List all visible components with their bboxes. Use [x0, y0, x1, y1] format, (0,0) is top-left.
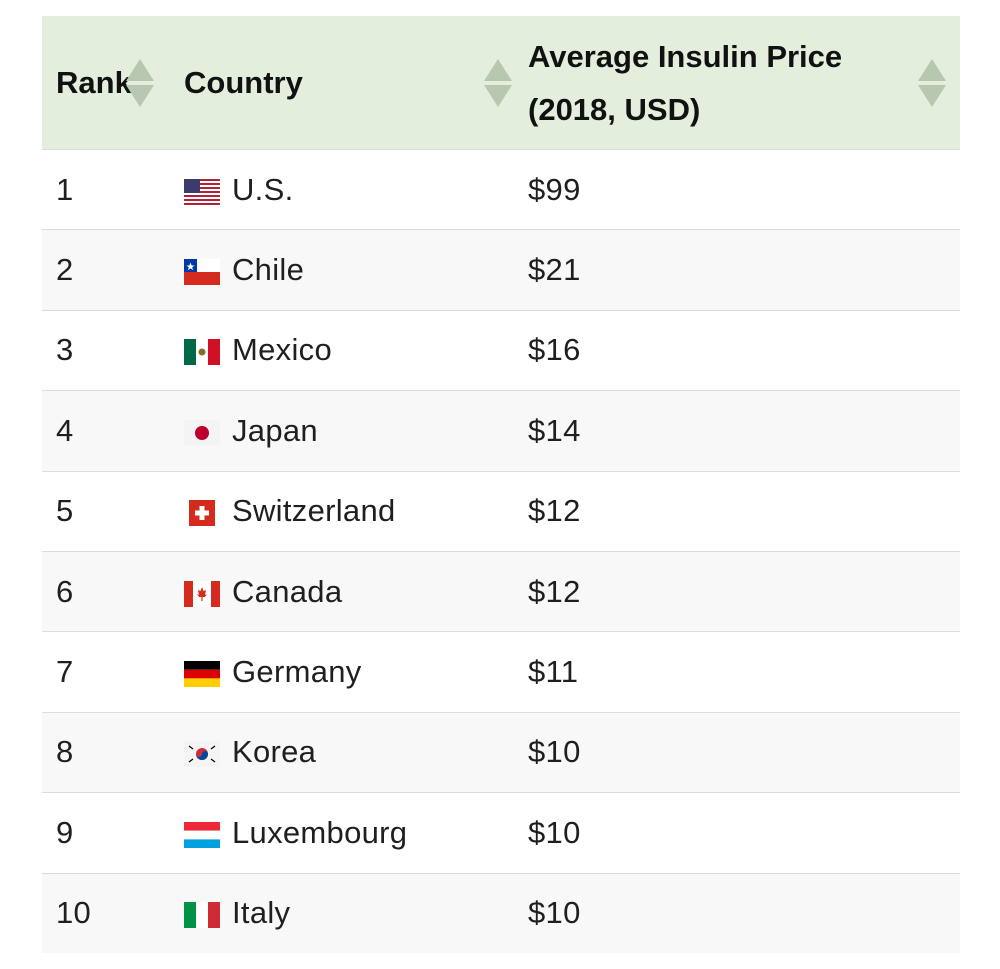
table-row: 8 Korea $10 [42, 712, 960, 793]
rank-cell: 1 [56, 171, 74, 207]
country-name: Luxembourg [232, 814, 408, 850]
country-name: Canada [232, 573, 343, 609]
price-cell: $10 [528, 814, 581, 850]
price-cell: $99 [528, 171, 581, 207]
canada-flag-icon [184, 579, 220, 607]
table-row: 3 Mexico $16 [42, 310, 960, 391]
luxembourg-flag-icon [184, 820, 220, 848]
rank-header-label: Rank [56, 65, 132, 100]
country-cell: Japan [170, 391, 514, 471]
country-cell: Canada [170, 551, 514, 631]
country-wrap: Germany [184, 654, 514, 690]
table-row: 4 Japan $14 [42, 390, 960, 472]
mexico-flag-icon [184, 337, 220, 366]
country-cell: Korea [170, 712, 514, 792]
country-wrap: Chile [184, 252, 514, 288]
germany-flag-icon [184, 659, 220, 688]
country-wrap: Canada [184, 574, 514, 610]
insulin-price-table: Rank Country [42, 16, 960, 954]
price-cell: $12 [528, 573, 581, 609]
us-flag-icon [184, 177, 220, 205]
table-row: 9 Luxembourg $10 [42, 792, 960, 874]
country-wrap: U.S. [184, 172, 514, 208]
korea-flag-icon [184, 739, 220, 768]
price-cell: $10 [528, 895, 581, 931]
japan-flag-icon [184, 418, 220, 446]
country-name: Chile [232, 252, 305, 288]
rank-cell: 9 [56, 814, 74, 850]
sort-rank-icon[interactable] [126, 58, 154, 107]
country-wrap: Korea [184, 734, 514, 770]
price-header-line2: (2018, USD) [528, 91, 701, 127]
country-name: U.S. [232, 171, 294, 207]
country-name: Korea [232, 734, 317, 770]
price-header-label: Average Insulin Price (2018, USD) [528, 30, 842, 136]
insulin-price-table-container: Rank Country [42, 16, 960, 954]
italy-flag-icon [184, 900, 220, 929]
price-cell: $10 [528, 734, 581, 770]
country-wrap: Switzerland [184, 493, 514, 529]
country-name: Mexico [232, 332, 332, 368]
rank-cell: 2 [56, 252, 74, 288]
table-row: 2 Chile $21 [42, 229, 960, 311]
price-header-line1: Average Insulin Price [528, 38, 843, 74]
country-cell: Germany [170, 632, 514, 712]
rank-cell: 10 [56, 895, 92, 931]
price-cell: $11 [528, 654, 579, 690]
country-column-header[interactable]: Country [170, 16, 514, 150]
country-cell: Switzerland [170, 471, 514, 551]
chile-flag-icon [184, 257, 220, 286]
rank-cell: 3 [56, 332, 74, 368]
rank-cell: 4 [56, 412, 74, 448]
rank-cell: 5 [56, 493, 74, 529]
table-row: 1 U.S. $99 [42, 149, 960, 230]
table-row: 5 Switzerland $12 [42, 471, 960, 552]
rank-cell: 6 [56, 573, 74, 609]
country-cell: Italy [170, 873, 514, 953]
table-row: 10 Italy $10 [42, 873, 960, 954]
country-header-label: Country [184, 65, 303, 100]
sort-country-icon[interactable] [484, 58, 512, 107]
country-name: Switzerland [232, 493, 396, 529]
table-row: 7 Germany $11 [42, 631, 960, 713]
country-name: Italy [232, 895, 291, 931]
sort-price-icon[interactable] [918, 58, 946, 107]
price-column-header[interactable]: Average Insulin Price (2018, USD) [514, 16, 960, 150]
table-header-row: Rank Country [42, 16, 960, 150]
rank-cell: 8 [56, 734, 74, 770]
price-cell: $16 [528, 332, 581, 368]
rank-cell: 7 [56, 654, 74, 690]
country-wrap: Italy [184, 895, 514, 931]
table-row: 6 Canada $12 [42, 551, 960, 632]
country-cell: U.S. [170, 150, 514, 230]
table-body: 1 U.S. $99 2 Chile $21 3 Mexico $16 4 Japan $14 5 Swi… [42, 149, 960, 954]
country-wrap: Japan [184, 413, 514, 449]
country-cell: Mexico [170, 310, 514, 390]
country-wrap: Luxembourg [184, 815, 514, 851]
price-cell: $21 [528, 252, 581, 288]
country-name: Japan [232, 412, 318, 448]
price-cell: $12 [528, 493, 581, 529]
country-name: Germany [232, 654, 362, 690]
rank-column-header[interactable]: Rank [42, 16, 170, 150]
country-cell: Luxembourg [170, 793, 514, 873]
switzerland-flag-icon [184, 498, 220, 527]
country-cell: Chile [170, 230, 514, 310]
country-wrap: Mexico [184, 332, 514, 368]
price-cell: $14 [528, 412, 581, 448]
